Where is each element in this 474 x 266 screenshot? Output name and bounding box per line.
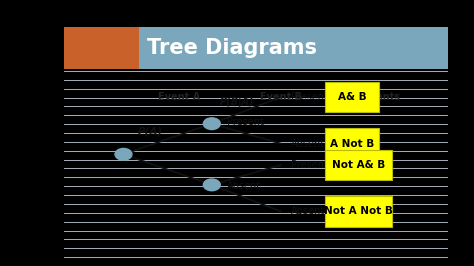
Text: Tree Diagrams: Tree Diagrams (146, 38, 317, 58)
Text: Present: Present (227, 117, 264, 127)
Text: Absent: Absent (291, 206, 325, 217)
Circle shape (203, 118, 220, 130)
Circle shape (115, 148, 132, 160)
Text: Present: Present (291, 160, 328, 170)
FancyBboxPatch shape (325, 82, 379, 112)
Circle shape (203, 179, 220, 191)
Text: Both events: Both events (334, 92, 401, 102)
Text: P(A): P(A) (138, 127, 163, 137)
Text: Not A& B: Not A& B (332, 160, 385, 170)
Text: A Not B: A Not B (330, 139, 374, 149)
Text: Absent: Absent (227, 181, 261, 191)
Text: P(B|A): P(B|A) (219, 97, 254, 108)
FancyBboxPatch shape (325, 128, 379, 159)
Text: A& B: A& B (337, 92, 366, 102)
FancyBboxPatch shape (325, 150, 392, 180)
Text: Not A Not B: Not A Not B (324, 206, 393, 217)
FancyBboxPatch shape (64, 27, 139, 69)
Text: Present: Present (291, 92, 328, 102)
FancyBboxPatch shape (139, 27, 448, 69)
FancyBboxPatch shape (325, 196, 392, 227)
Text: Event A: Event A (158, 92, 200, 102)
Text: Absent: Absent (291, 139, 325, 149)
Text: Event B: Event B (260, 92, 302, 102)
